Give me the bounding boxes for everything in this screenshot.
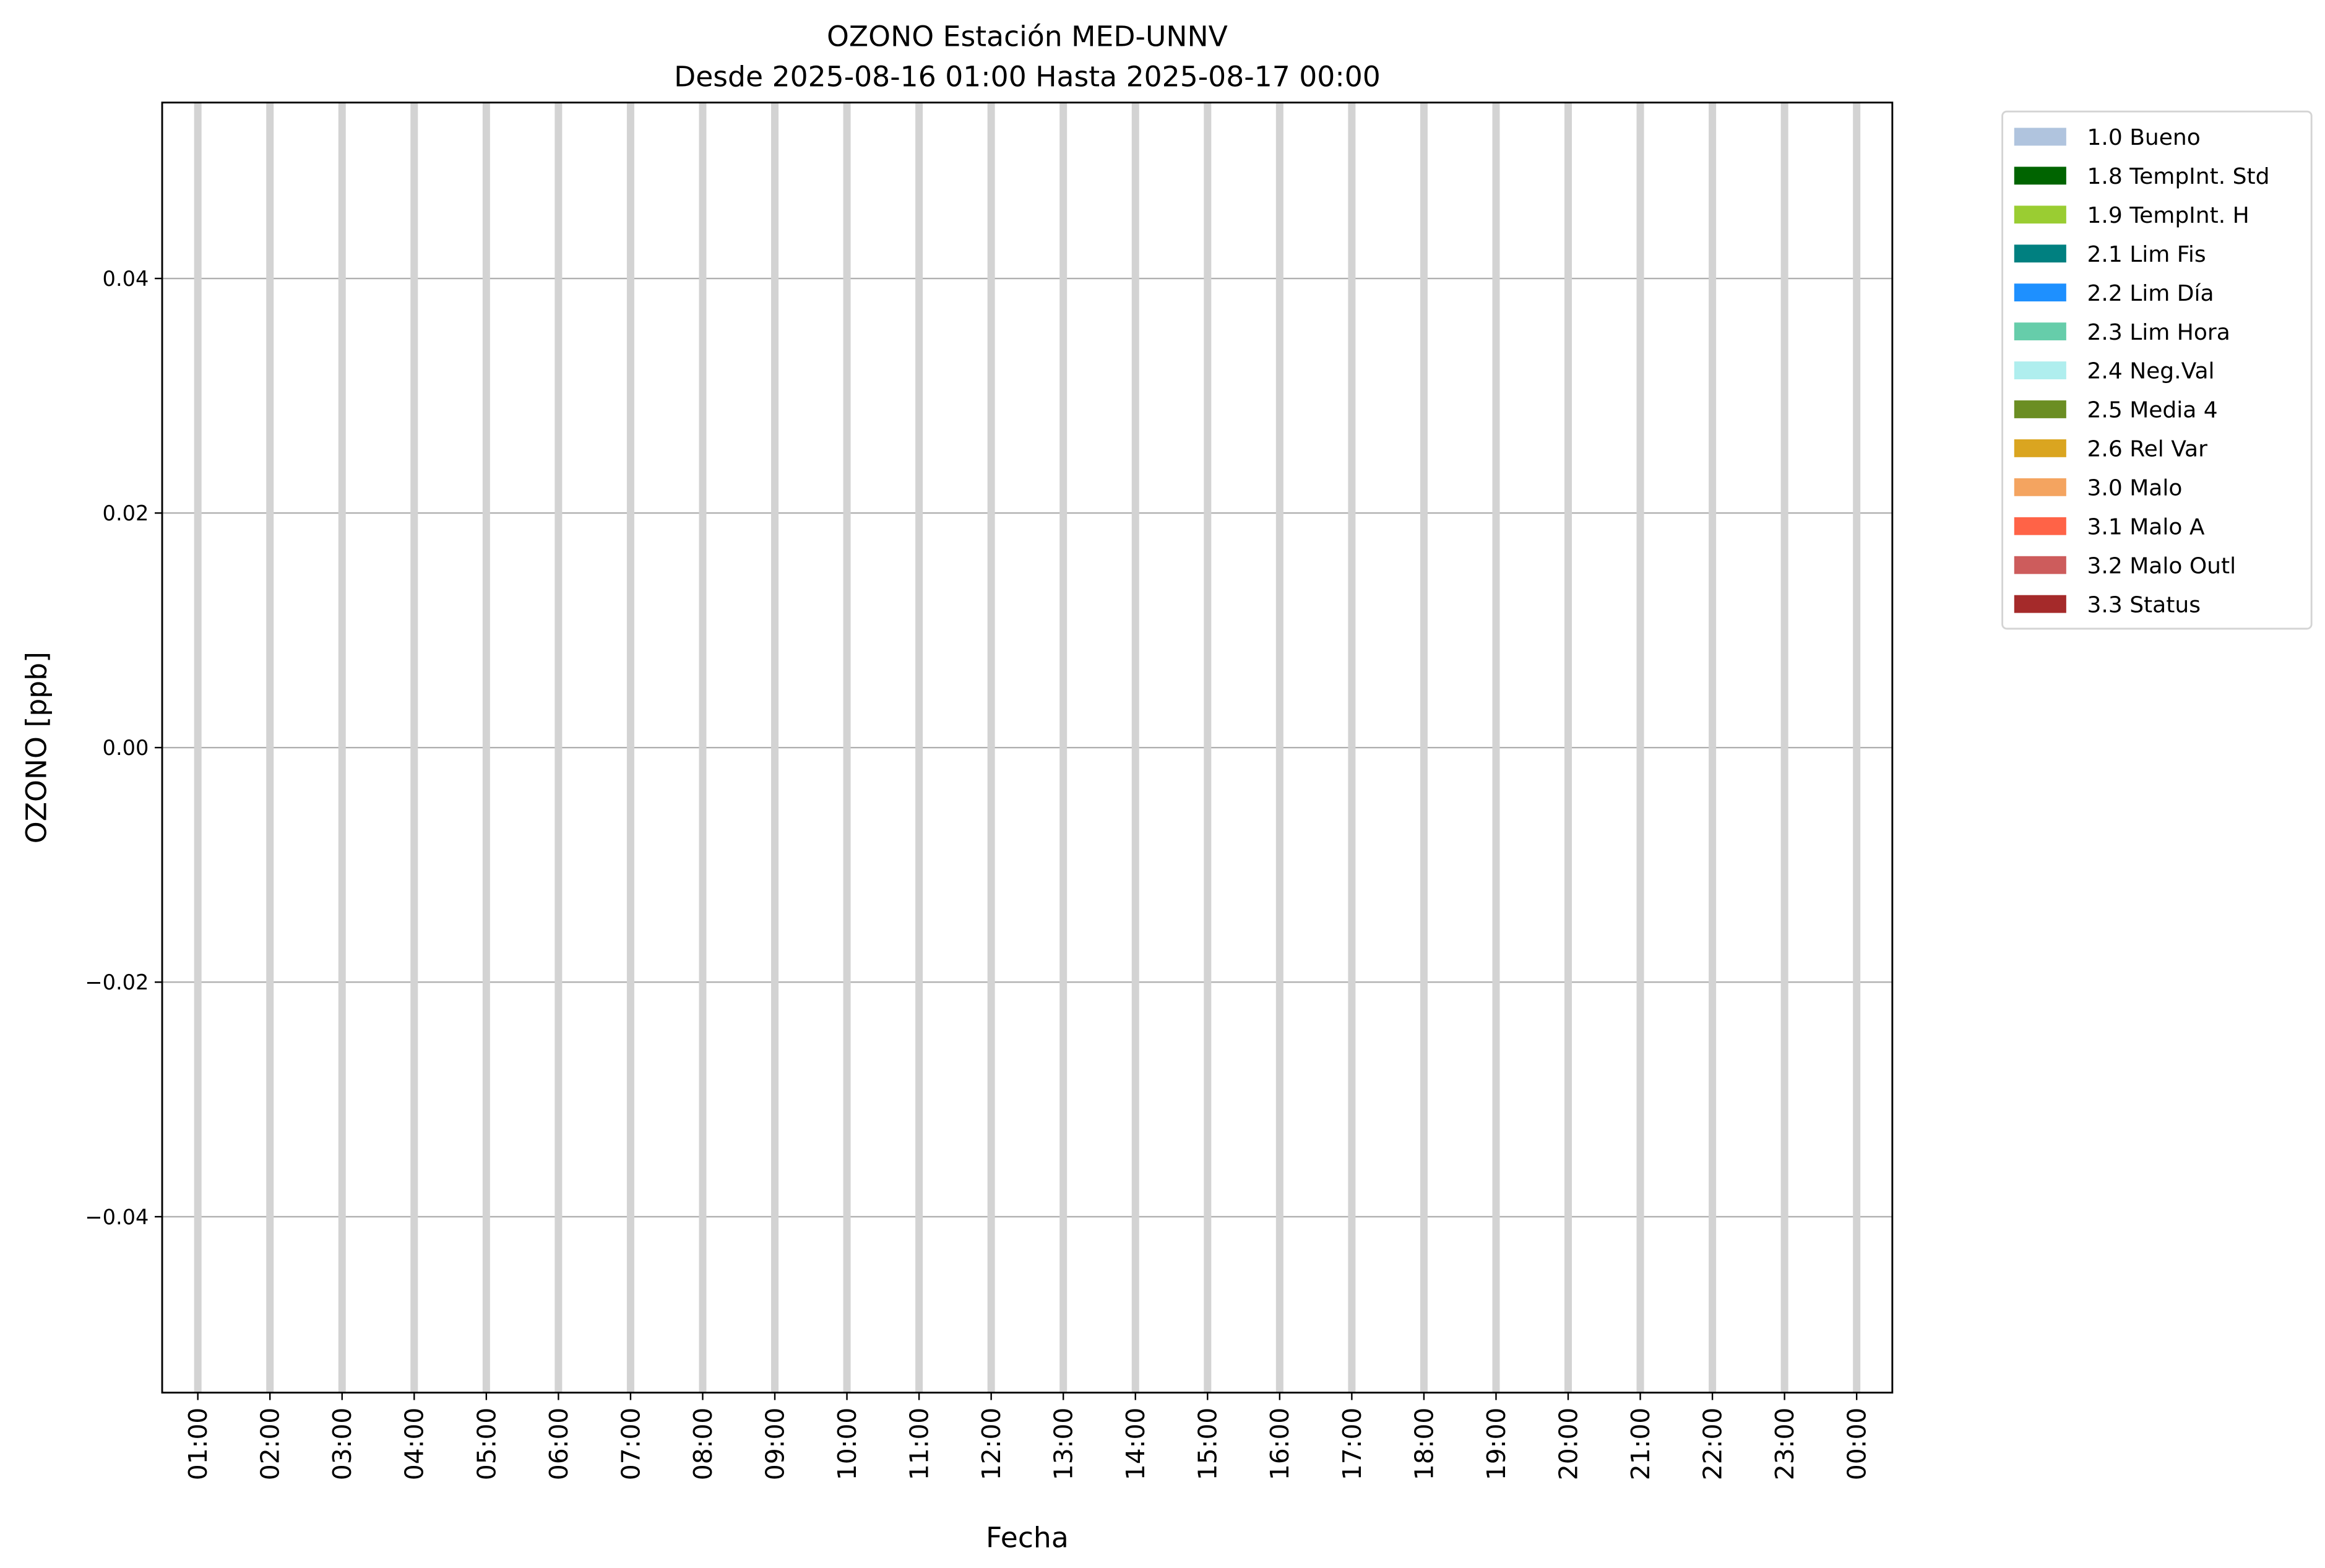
legend-swatch — [2014, 595, 2066, 613]
y-axis: −0.04 −0.02 0.00 0.02 0.04 — [85, 267, 163, 1229]
x-tick-label: 16:00 — [1265, 1408, 1295, 1481]
legend-frame — [2001, 110, 2313, 630]
x-axis-label: Fecha — [986, 1521, 1069, 1554]
legend-label: 3.0 Malo — [2087, 476, 2182, 501]
legend-swatch — [2014, 127, 2066, 146]
legend-swatch — [2014, 400, 2066, 418]
x-tick-label: 17:00 — [1337, 1408, 1367, 1481]
legend-label: 2.6 Rel Var — [2087, 437, 2207, 462]
x-tick-label: 21:00 — [1626, 1408, 1655, 1481]
legend-label: 2.5 Media 4 — [2087, 398, 2217, 423]
x-tick-label: 08:00 — [688, 1408, 718, 1481]
x-tick-label: 09:00 — [760, 1408, 790, 1481]
legend-swatch — [2014, 205, 2066, 224]
legend-label: 2.4 Neg.Val — [2087, 359, 2214, 384]
x-tick-label: 13:00 — [1049, 1408, 1079, 1481]
y-tick-label: 0.04 — [103, 267, 149, 291]
x-tick-label: 18:00 — [1409, 1408, 1439, 1481]
x-tick-label: 15:00 — [1193, 1408, 1223, 1481]
legend-label: 3.1 Malo A — [2087, 514, 2204, 540]
legend-label: 2.3 Lim Hora — [2087, 320, 2230, 345]
legend-swatch — [2014, 166, 2066, 185]
x-tick-label: 14:00 — [1121, 1408, 1150, 1481]
legend-label: 2.1 Lim Fis — [2087, 242, 2206, 267]
x-tick-label: 04:00 — [400, 1408, 429, 1481]
legend-label: 2.2 Lim Día — [2087, 281, 2214, 306]
y-tick-label: 0.02 — [103, 501, 149, 525]
x-tick-label: 20:00 — [1553, 1408, 1583, 1481]
x-tick-label: 03:00 — [327, 1408, 357, 1481]
x-tick-label: 10:00 — [832, 1408, 862, 1481]
x-tick-label: 11:00 — [905, 1408, 934, 1481]
legend-label: 1.8 TempInt. Std — [2087, 164, 2269, 189]
x-tick-label: 01:00 — [183, 1408, 213, 1481]
legend-swatch — [2014, 322, 2066, 341]
chart-subtitle: Desde 2025-08-16 01:00 Hasta 2025-08-17 … — [674, 60, 1381, 93]
legend-swatch — [2014, 283, 2066, 302]
legend-swatch — [2014, 478, 2066, 496]
legend-label: 1.9 TempInt. H — [2087, 203, 2249, 228]
x-tick-label: 07:00 — [616, 1408, 645, 1481]
gridlines — [162, 102, 1892, 1393]
legend-label: 3.3 Status — [2087, 592, 2200, 618]
x-tick-label: 23:00 — [1770, 1408, 1800, 1481]
legend-swatch — [2014, 556, 2066, 574]
x-axis: 01:00 02:00 03:00 04:00 05:00 06:00 07:00 08:00… — [183, 1392, 1872, 1481]
y-axis-label: OZONO [ppb] — [20, 652, 53, 843]
x-tick-label: 02:00 — [256, 1408, 285, 1481]
legend-swatch — [2014, 439, 2066, 457]
y-tick-label: 0.00 — [103, 736, 149, 760]
x-tick-label: 19:00 — [1482, 1408, 1511, 1481]
x-tick-label: 22:00 — [1698, 1408, 1728, 1481]
legend: 1.0 Bueno 1.8 TempInt. Std 1.9 TempInt. H 2… — [2001, 110, 2313, 630]
legend-label: 3.2 Malo Outl — [2087, 553, 2236, 579]
legend-swatch — [2014, 361, 2066, 379]
x-tick-label: 06:00 — [544, 1408, 574, 1481]
legend-swatch — [2014, 517, 2066, 535]
legend-label: 1.0 Bueno — [2087, 125, 2200, 150]
legend-swatch — [2014, 244, 2066, 263]
y-tick-label: −0.02 — [85, 970, 149, 994]
x-tick-label: 05:00 — [472, 1408, 501, 1481]
chart-title: OZONO Estación MED-UNNV — [827, 20, 1228, 53]
x-tick-label: 12:00 — [977, 1408, 1006, 1481]
x-tick-label: 00:00 — [1842, 1408, 1872, 1481]
bars — [194, 102, 1861, 1393]
y-tick-label: −0.04 — [85, 1205, 149, 1229]
